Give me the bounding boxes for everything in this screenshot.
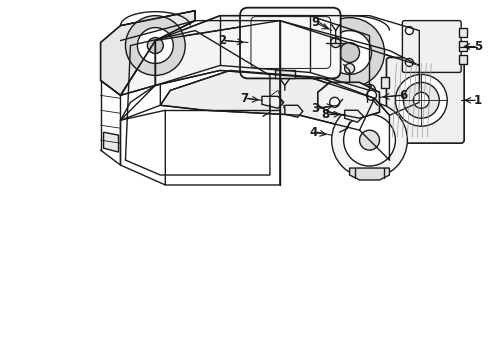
Polygon shape [317,82,379,118]
Polygon shape [101,11,195,95]
Circle shape [343,114,395,166]
Text: 5: 5 [473,40,481,53]
Text: 4: 4 [309,126,317,139]
Circle shape [363,84,375,96]
Circle shape [327,31,371,75]
Circle shape [395,75,447,126]
Circle shape [412,92,428,108]
Polygon shape [381,77,388,88]
Text: 1: 1 [473,94,481,107]
Polygon shape [160,71,374,130]
Circle shape [403,82,438,118]
Polygon shape [458,55,466,64]
Polygon shape [274,71,294,78]
Circle shape [137,28,173,63]
Circle shape [359,130,379,150]
Circle shape [331,102,407,178]
Polygon shape [103,132,118,152]
Polygon shape [344,110,363,122]
Text: 9: 9 [311,16,319,29]
Text: 2: 2 [218,34,225,47]
Circle shape [344,63,354,73]
FancyBboxPatch shape [240,8,340,78]
Circle shape [339,42,359,62]
Circle shape [314,18,384,87]
Text: 8: 8 [321,108,329,121]
Polygon shape [349,168,388,180]
Polygon shape [285,105,302,117]
Circle shape [147,37,163,54]
Circle shape [329,97,339,107]
Circle shape [405,58,412,67]
Text: 6: 6 [398,89,407,102]
Circle shape [405,27,412,35]
Polygon shape [120,21,419,115]
Polygon shape [458,28,466,37]
FancyBboxPatch shape [386,58,463,143]
FancyBboxPatch shape [402,21,460,72]
Circle shape [125,15,185,75]
Circle shape [366,90,376,100]
Polygon shape [262,96,283,108]
Circle shape [330,37,340,48]
Text: 7: 7 [240,92,247,105]
Text: 3: 3 [311,102,319,115]
Polygon shape [381,112,388,123]
Polygon shape [155,15,369,90]
Polygon shape [458,41,466,50]
